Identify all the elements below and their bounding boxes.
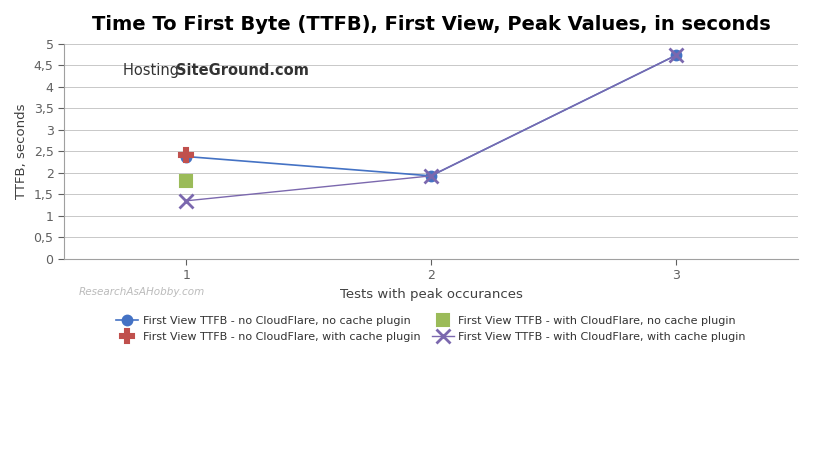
X-axis label: Tests with peak occurances: Tests with peak occurances <box>339 288 522 301</box>
Line: First View TTFB - no CloudFlare, no cache plugin: First View TTFB - no CloudFlare, no cach… <box>181 51 681 181</box>
First View TTFB - no CloudFlare, no cache plugin <box>426 173 436 179</box>
Legend: First View TTFB - no CloudFlare, no cache plugin, First View TTFB - no CloudFlar: First View TTFB - no CloudFlare, no cach… <box>112 312 750 346</box>
Text: Hosting:: Hosting: <box>122 63 188 78</box>
First View TTFB - no CloudFlare, no cache plugin <box>671 53 681 58</box>
First View TTFB - with CloudFlare, with cache plugin <box>181 198 191 204</box>
Text: SiteGround.com: SiteGround.com <box>175 63 308 78</box>
Y-axis label: TTFB, seconds: TTFB, seconds <box>15 103 28 199</box>
First View TTFB - with CloudFlare, with cache plugin <box>426 173 436 179</box>
First View TTFB - no CloudFlare, no cache plugin <box>181 154 191 159</box>
Title: Time To First Byte (TTFB), First View, Peak Values, in seconds: Time To First Byte (TTFB), First View, P… <box>91 15 770 34</box>
Line: First View TTFB - with CloudFlare, with cache plugin: First View TTFB - with CloudFlare, with … <box>180 49 682 208</box>
First View TTFB - with CloudFlare, with cache plugin <box>671 53 681 58</box>
Text: ResearchAsAHobby.com: ResearchAsAHobby.com <box>78 287 205 297</box>
